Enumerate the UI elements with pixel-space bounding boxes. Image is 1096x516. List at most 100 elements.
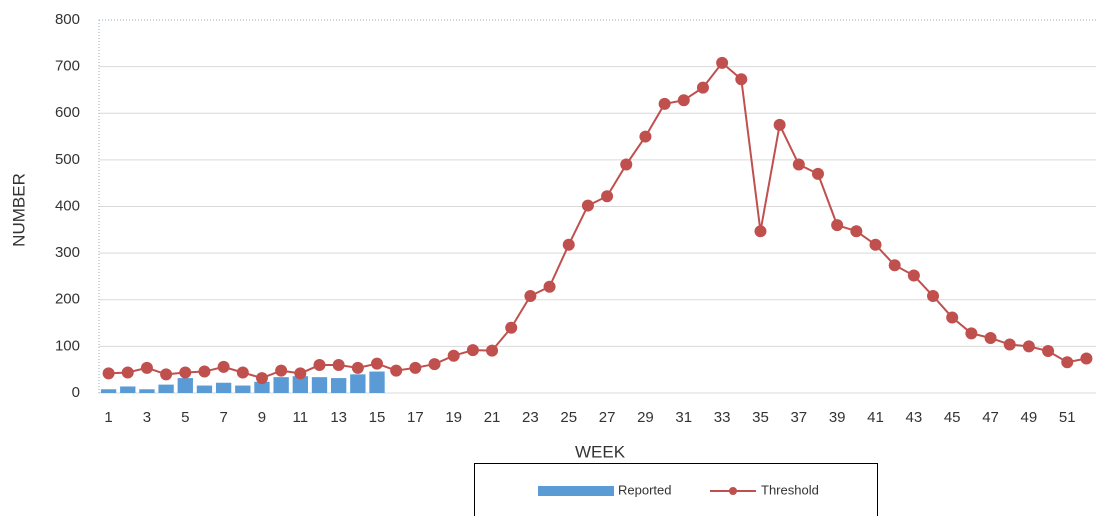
- x-tick-label: 1: [104, 409, 112, 426]
- point: [907, 269, 920, 282]
- point: [754, 225, 767, 238]
- point: [658, 97, 671, 110]
- point: [486, 344, 499, 357]
- bar: [120, 386, 136, 393]
- point: [140, 361, 153, 374]
- legend-swatch: [538, 486, 614, 496]
- x-tick-label: 5: [181, 409, 189, 426]
- y-tick-label: 0: [72, 384, 80, 401]
- point: [716, 56, 729, 69]
- point: [255, 372, 268, 385]
- legend-swatch: [729, 487, 737, 495]
- legend-label: Reported: [618, 482, 671, 497]
- point: [601, 190, 614, 203]
- x-tick-label: 29: [637, 409, 654, 426]
- x-tick-label: 43: [906, 409, 923, 426]
- x-tick-label: 7: [219, 409, 227, 426]
- x-axis-label: WEEK: [575, 442, 626, 461]
- x-tick-label: 47: [982, 409, 999, 426]
- bar: [158, 384, 174, 393]
- x-tick-label: 23: [522, 409, 539, 426]
- bar: [350, 374, 366, 393]
- point: [217, 360, 230, 373]
- point: [543, 280, 556, 293]
- x-tick-label: 9: [258, 409, 266, 426]
- x-tick-label: 37: [790, 409, 807, 426]
- point: [313, 359, 326, 372]
- point: [524, 290, 537, 303]
- x-tick-label: 3: [143, 409, 151, 426]
- point: [1061, 356, 1074, 369]
- y-tick-label: 500: [55, 151, 80, 168]
- x-tick-label: 41: [867, 409, 884, 426]
- x-tick-label: 27: [599, 409, 616, 426]
- point: [792, 158, 805, 171]
- point: [1080, 352, 1093, 365]
- x-tick-label: 49: [1021, 409, 1038, 426]
- bar: [311, 377, 328, 393]
- point: [332, 359, 345, 372]
- point: [390, 364, 403, 377]
- point: [409, 361, 422, 374]
- x-tick-label: 31: [675, 409, 692, 426]
- point: [639, 130, 652, 143]
- point: [1022, 340, 1035, 353]
- point: [581, 199, 594, 212]
- y-tick-label: 100: [55, 337, 80, 354]
- point: [562, 238, 575, 251]
- point: [677, 94, 690, 107]
- legend-label: Threshold: [761, 482, 819, 497]
- point: [850, 225, 863, 238]
- bar: [292, 376, 308, 393]
- point: [160, 368, 173, 381]
- bar: [196, 385, 213, 393]
- x-tick-label: 45: [944, 409, 961, 426]
- point: [1003, 338, 1016, 351]
- point: [888, 259, 901, 272]
- point: [620, 158, 633, 171]
- bar: [177, 378, 193, 393]
- point: [294, 367, 307, 380]
- y-tick-label: 200: [55, 291, 80, 308]
- x-tick-label: 35: [752, 409, 769, 426]
- y-tick-label: 400: [55, 197, 80, 214]
- point: [773, 118, 786, 131]
- bar: [330, 378, 347, 393]
- x-tick-label: 21: [484, 409, 501, 426]
- y-tick-label: 700: [55, 58, 80, 75]
- point: [946, 311, 959, 324]
- point: [505, 321, 518, 334]
- y-tick-label: 600: [55, 104, 80, 121]
- x-tick-label: 51: [1059, 409, 1076, 426]
- x-tick-label: 11: [293, 409, 309, 426]
- point: [236, 366, 249, 379]
- point: [351, 361, 364, 374]
- point: [179, 366, 192, 379]
- bar: [369, 371, 385, 393]
- bar: [254, 381, 270, 393]
- point: [428, 358, 441, 371]
- y-axis-label: NUMBER: [9, 173, 28, 247]
- y-tick-label: 300: [55, 244, 80, 261]
- x-tick-label: 13: [330, 409, 347, 426]
- point: [735, 73, 748, 86]
- x-tick-label: 19: [445, 409, 462, 426]
- bar: [273, 377, 289, 393]
- point: [984, 331, 997, 344]
- point: [696, 81, 709, 94]
- x-tick-label: 17: [407, 409, 424, 426]
- point: [1042, 345, 1055, 358]
- point: [965, 327, 978, 340]
- bar: [100, 389, 117, 393]
- point: [275, 364, 288, 377]
- x-tick-label: 39: [829, 409, 846, 426]
- line: [108, 61, 1087, 380]
- bar: [235, 385, 251, 393]
- point: [869, 238, 882, 251]
- bar: [215, 382, 232, 393]
- point: [198, 365, 211, 378]
- point: [811, 167, 824, 180]
- point: [466, 344, 479, 357]
- x-tick-label: 25: [560, 409, 577, 426]
